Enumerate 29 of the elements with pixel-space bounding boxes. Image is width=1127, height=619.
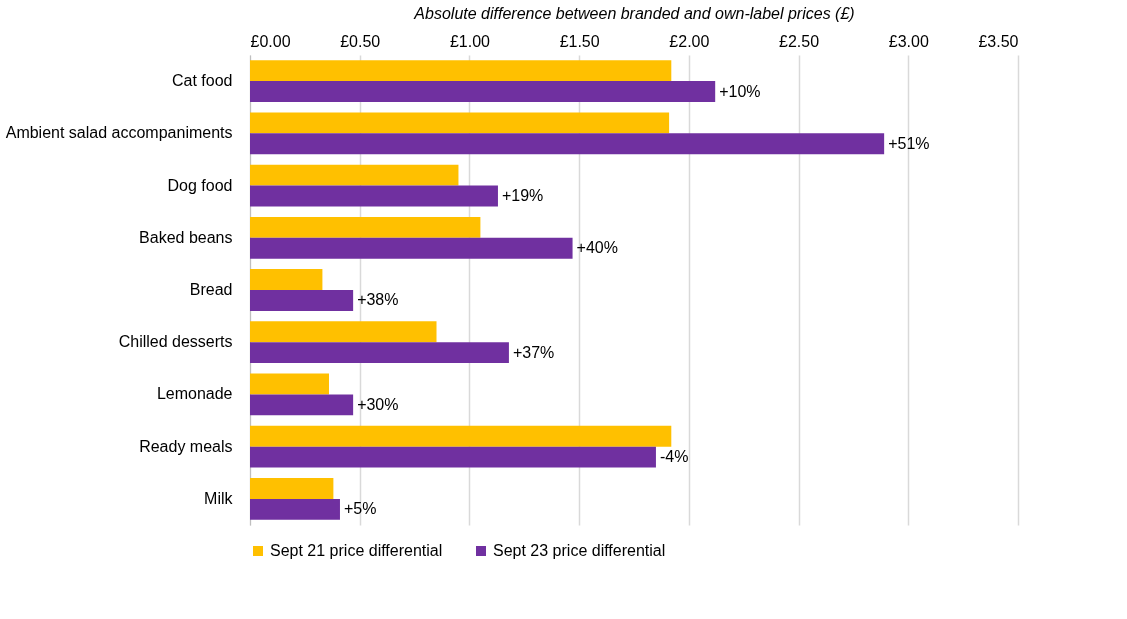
y-tick-label: Bread xyxy=(189,281,233,298)
annotation: -4% xyxy=(659,448,689,466)
y-tick-label: Baked beans xyxy=(139,228,233,246)
x-tick-label: £0.50 xyxy=(340,32,381,50)
annotation: +10% xyxy=(719,82,761,100)
y-tick-label: Ambient salad accompaniments xyxy=(5,124,233,142)
legend-label: Sept 23 price differential xyxy=(493,542,666,559)
y-tick-label: Ready meals xyxy=(139,437,233,455)
annotation: +5% xyxy=(343,500,377,518)
x-tick-label: £3.50 xyxy=(978,32,1019,50)
y-tick-label: Chilled desserts xyxy=(118,333,233,351)
annotation: +30% xyxy=(357,395,399,413)
y-tick-label: Cat food xyxy=(172,72,233,90)
x-tick-label: £3.00 xyxy=(888,32,929,50)
annotation: +19% xyxy=(501,187,544,204)
x-axis-title: Absolute difference between branded and own-label prices (£) xyxy=(413,4,855,22)
x-tick-label: £2.00 xyxy=(669,32,710,50)
annotation: +38% xyxy=(357,291,399,309)
x-tick-label: £1.00 xyxy=(449,32,491,50)
annotation: +37% xyxy=(512,343,555,361)
y-tick-label: Lemonade xyxy=(156,385,233,403)
x-tick-label: £0.00 xyxy=(250,32,291,50)
annotation: +51% xyxy=(888,134,930,152)
y-tick-label: Milk xyxy=(204,489,234,507)
x-tick-label: £2.50 xyxy=(779,32,820,50)
x-tick-label: £1.50 xyxy=(559,32,600,50)
annotation: +40% xyxy=(576,239,618,257)
legend-label: Sept 21 price differential xyxy=(270,542,443,559)
y-tick-label: Dog food xyxy=(167,176,233,194)
